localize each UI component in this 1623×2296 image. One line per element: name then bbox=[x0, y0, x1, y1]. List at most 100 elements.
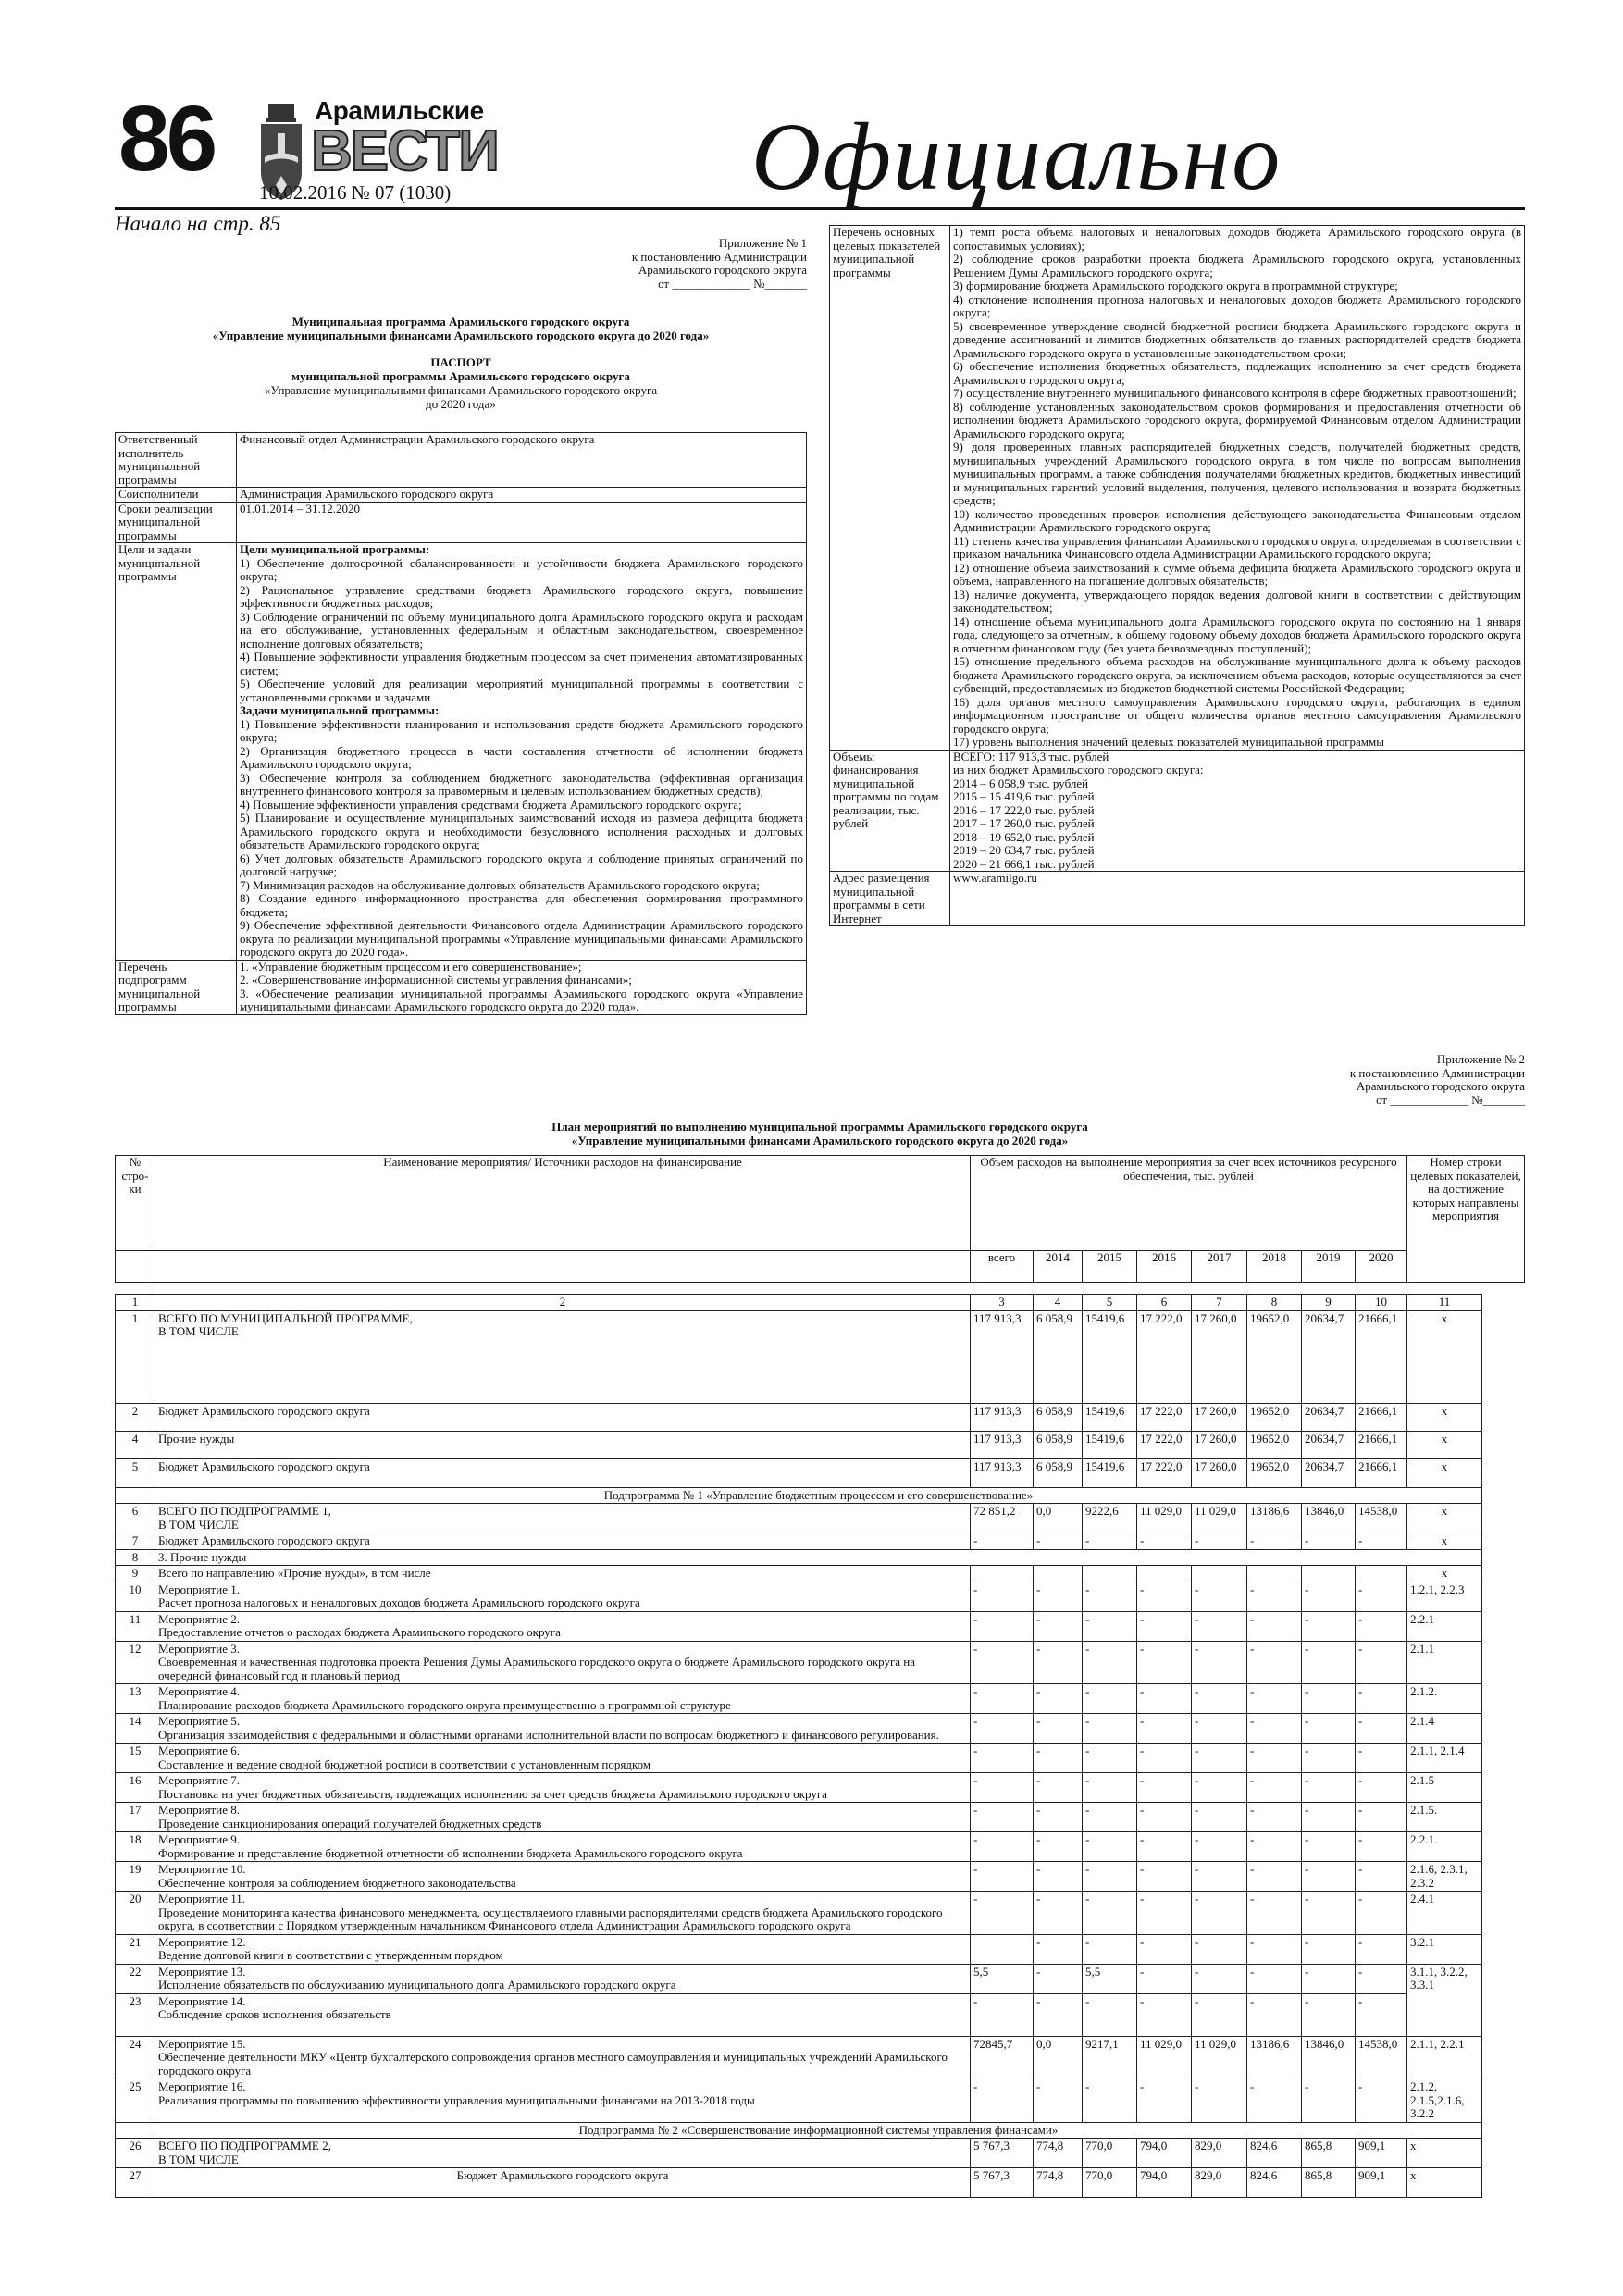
funding-value: 15419,6 bbox=[1082, 1402, 1137, 1432]
funding-value: - bbox=[1246, 1743, 1302, 1773]
funding-value: - bbox=[1082, 1743, 1137, 1773]
funding-value: 117 913,3 bbox=[970, 1309, 1034, 1404]
activity-name: Мероприятие 4. Планирование расходов бюдж… bbox=[155, 1683, 971, 1714]
activity-name: Бюджет Арамильского городского округа bbox=[155, 1533, 971, 1550]
funding-value: - bbox=[1191, 1772, 1247, 1803]
target-indicator: 2.1.6, 2.3.1, 2.3.2 bbox=[1406, 1861, 1482, 1892]
passport-label: Сроки реализации муниципальной программы bbox=[115, 501, 237, 543]
funding-value: - bbox=[1355, 1581, 1407, 1612]
funding-value: 17 222,0 bbox=[1136, 1309, 1192, 1404]
passport-label: Объемы финансирования муниципальной прог… bbox=[829, 749, 950, 872]
activity-name-line: Своевременная и качественная подготовка … bbox=[158, 1655, 916, 1682]
passport-content: Цели муниципальной программы: 1) Обеспече… bbox=[236, 542, 807, 961]
funding-value: 0,0 bbox=[1033, 1503, 1083, 1533]
funding-value: - bbox=[1191, 2079, 1247, 2123]
funding-value: - bbox=[1082, 1933, 1137, 1965]
passport-row: Перечень основных целевых показателей му… bbox=[829, 225, 1525, 751]
activity-name: Мероприятие 14. Соблюдение сроков исполне… bbox=[155, 1992, 971, 2037]
activity-name-line: 3. Прочие нужды bbox=[158, 1549, 247, 1564]
activity-name-line: Формирование и представление бюджетной о… bbox=[158, 1845, 743, 1860]
row-number: 8 bbox=[115, 1548, 155, 1566]
row-number: 21 bbox=[115, 1933, 155, 1965]
funding-value: 865,8 bbox=[1301, 2138, 1356, 2168]
passport-item: 17) уровень выполнения значений целевых … bbox=[953, 735, 1384, 749]
row-number: 22 bbox=[115, 1963, 155, 1994]
activity-name-line: Мероприятие 5. bbox=[158, 1714, 240, 1728]
funding-value: - bbox=[1136, 1683, 1192, 1714]
funding-value: - bbox=[1246, 1831, 1302, 1862]
funding-value: 15419,6 bbox=[1082, 1430, 1137, 1459]
passport-item: 5) своевременное утверждение сводной бюд… bbox=[953, 318, 1521, 360]
activity-name: Мероприятие 11. Проведение мониторинга ка… bbox=[155, 1891, 971, 1935]
passport-item: 10) количество проведенных проверок испо… bbox=[953, 506, 1521, 534]
passport-item: 01.01.2014 – 31.12.2020 bbox=[240, 501, 360, 515]
funding-value: 794,0 bbox=[1136, 2167, 1192, 2198]
funding-value: 5 767,3 bbox=[970, 2167, 1034, 2198]
passport-item: Финансовый отдел Администрации Арамильск… bbox=[240, 432, 595, 446]
funding-value: 13846,0 bbox=[1301, 1503, 1356, 1533]
funding-value: - bbox=[1191, 1743, 1247, 1773]
header-year: 2014 bbox=[1033, 1250, 1083, 1283]
funding-value: - bbox=[1191, 1963, 1247, 1994]
title-line: «Управление муниципальными финансами Ара… bbox=[264, 383, 658, 397]
row-number: 27 bbox=[115, 2167, 155, 2198]
funding-value: 14538,0 bbox=[1355, 1503, 1407, 1533]
passport-label: Соисполнители bbox=[115, 487, 237, 503]
title-line: План мероприятий по выполнению муниципал… bbox=[551, 1120, 1088, 1134]
activity-name-line: В ТОМ ЧИСЛЕ bbox=[158, 1517, 239, 1532]
title-line: Муниципальная программа Арамильского гор… bbox=[291, 315, 630, 329]
funding-value: 72 851,2 bbox=[970, 1503, 1034, 1533]
appendix-line: от _____________ №_______ bbox=[1376, 1092, 1525, 1107]
activity-name: Мероприятие 6. Составление и ведение свод… bbox=[155, 1743, 971, 1773]
funding-value: - bbox=[1033, 2079, 1083, 2123]
funding-value: 909,1 bbox=[1355, 2138, 1407, 2168]
funding-value: - bbox=[1033, 1683, 1083, 1714]
activity-name-line: Предоставление отчетов о расходах бюджет… bbox=[158, 1625, 561, 1639]
passport-content: Финансовый отдел Администрации Арамильск… bbox=[236, 432, 807, 488]
activity-name-line: Мероприятие 9. bbox=[158, 1832, 240, 1846]
passport-item: 7) Минимизация расходов на обслуживание … bbox=[240, 877, 760, 892]
passport-item: 9) Обеспечение эффективной деятельности … bbox=[240, 918, 803, 959]
funding-value: - bbox=[1246, 1533, 1302, 1550]
activity-name-line: В ТОМ ЧИСЛЕ bbox=[158, 2152, 239, 2166]
coat-of-arms-icon bbox=[261, 104, 302, 200]
table-row: 10 Мероприятие 1. Расчет прогноза налоговы… bbox=[115, 1581, 1482, 1612]
activity-name-line: Мероприятие 8. bbox=[158, 1803, 240, 1817]
header-name: Наименование мероприятия/ Источники расх… bbox=[155, 1155, 971, 1251]
header-volume: Объем расходов на выполнение мероприятия… bbox=[970, 1155, 1407, 1251]
subprogram-header-row: Подпрограмма № 1 «Управление бюджетным п… bbox=[115, 1486, 1482, 1504]
table-row: 25 Мероприятие 16. Реализация программы по… bbox=[115, 2079, 1482, 2123]
funding-value: - bbox=[970, 2079, 1034, 2123]
row-number: 17 bbox=[115, 1802, 155, 1832]
funding-value: - bbox=[1082, 1802, 1137, 1832]
target-indicator: 3.2.1 bbox=[1406, 1933, 1482, 1965]
appendix-line: Арамильского городского округа bbox=[638, 263, 807, 277]
funding-value: - bbox=[1246, 1610, 1302, 1642]
row-number: 18 bbox=[115, 1831, 155, 1862]
funding-value: 14538,0 bbox=[1355, 2035, 1407, 2079]
passport-item: 6) Учет долговых обязательств Арамильско… bbox=[240, 850, 803, 878]
funding-value: 865,8 bbox=[1301, 2167, 1356, 2198]
funding-value: 17 222,0 bbox=[1136, 1430, 1192, 1459]
table-row: 16 Мероприятие 7. Постановка на учет бюдже… bbox=[115, 1772, 1482, 1803]
table-row: 11 Мероприятие 2. Предоставление отчетов о… bbox=[115, 1610, 1482, 1642]
passport-item: 12) отношение объема заимствований к сум… bbox=[953, 560, 1521, 588]
funding-value: - bbox=[1191, 1683, 1247, 1714]
activity-name: Бюджет Арамильского городского округа bbox=[155, 1402, 971, 1432]
passport-content: ВСЕГО: 117 913,3 тыс. рублей из них бюдже… bbox=[949, 749, 1525, 872]
funding-value: - bbox=[1082, 1831, 1137, 1862]
activity-name: Бюджет Арамильского городского округа bbox=[155, 1458, 971, 1488]
funding-value: 774,8 bbox=[1033, 2167, 1083, 2198]
table-row: 9 Всего по направлению «Прочие нужды», в … bbox=[115, 1565, 1482, 1582]
activity-name: Бюджет Арамильского городского округа bbox=[155, 2167, 971, 2198]
funding-value: - bbox=[1033, 1933, 1083, 1965]
activity-name-line: ВСЕГО ПО ПОДПРОГРАММЕ 2, bbox=[158, 2139, 331, 2153]
funding-value: - bbox=[1355, 1683, 1407, 1714]
funding-value bbox=[1301, 1565, 1356, 1582]
funding-value: - bbox=[1301, 1581, 1356, 1612]
header-year: 2015 bbox=[1082, 1250, 1137, 1283]
activity-name: ВСЕГО ПО ПОДПРОГРАММЕ 1, В ТОМ ЧИСЛЕ bbox=[155, 1503, 971, 1533]
funding-value: 15419,6 bbox=[1082, 1458, 1137, 1488]
row-number: 25 bbox=[115, 2079, 155, 2123]
funding-value: 13186,6 bbox=[1246, 1503, 1302, 1533]
